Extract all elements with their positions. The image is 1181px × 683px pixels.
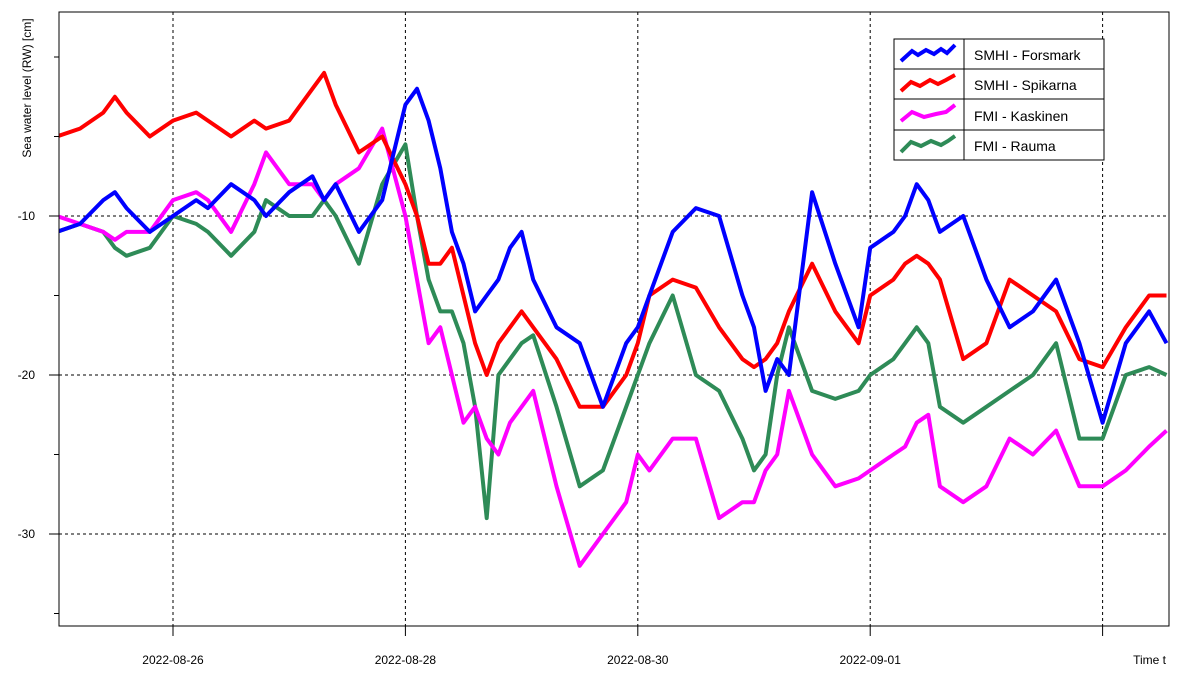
x-tick-label: 2022-08-30 xyxy=(607,653,669,667)
legend: SMHI - Forsmark SMHI - Spikarna FMI - Ka… xyxy=(893,38,1105,161)
x-tick-label: 2022-08-28 xyxy=(375,653,437,667)
series-line-spikarna xyxy=(59,70,1167,409)
legend-label-forsmark: SMHI - Forsmark xyxy=(974,47,1082,63)
y-tick-label: -10 xyxy=(18,209,36,223)
series-line-kaskinen xyxy=(59,126,1168,568)
legend-label-rauma: FMI - Rauma xyxy=(974,138,1056,154)
series-line-rauma xyxy=(59,142,1168,521)
x-axis-title: Time t xyxy=(1133,653,1167,667)
series-line-forsmark xyxy=(59,86,1169,425)
series-layer xyxy=(59,70,1169,568)
legend-swatch-spikarna xyxy=(899,73,956,93)
y-tick-label: -30 xyxy=(18,527,36,541)
y-tick-label: -20 xyxy=(18,368,36,382)
legend-swatch-rauma xyxy=(899,134,957,154)
legend-label-kaskinen: FMI - Kaskinen xyxy=(974,108,1068,124)
legend-label-spikarna: SMHI - Spikarna xyxy=(974,77,1077,93)
x-tick-label: 2022-08-26 xyxy=(142,653,204,667)
x-tick-label: 2022-09-01 xyxy=(840,653,902,667)
y-axis-title: Sea water level (RW) [cm] xyxy=(20,18,34,157)
legend-swatch-kaskinen xyxy=(899,103,957,123)
axis-layer: 2022-08-26 2022-08-28 2022-08-30 2022-09-01… xyxy=(18,56,1104,667)
plot-border xyxy=(58,11,1170,627)
legend-swatch-forsmark xyxy=(899,43,957,63)
